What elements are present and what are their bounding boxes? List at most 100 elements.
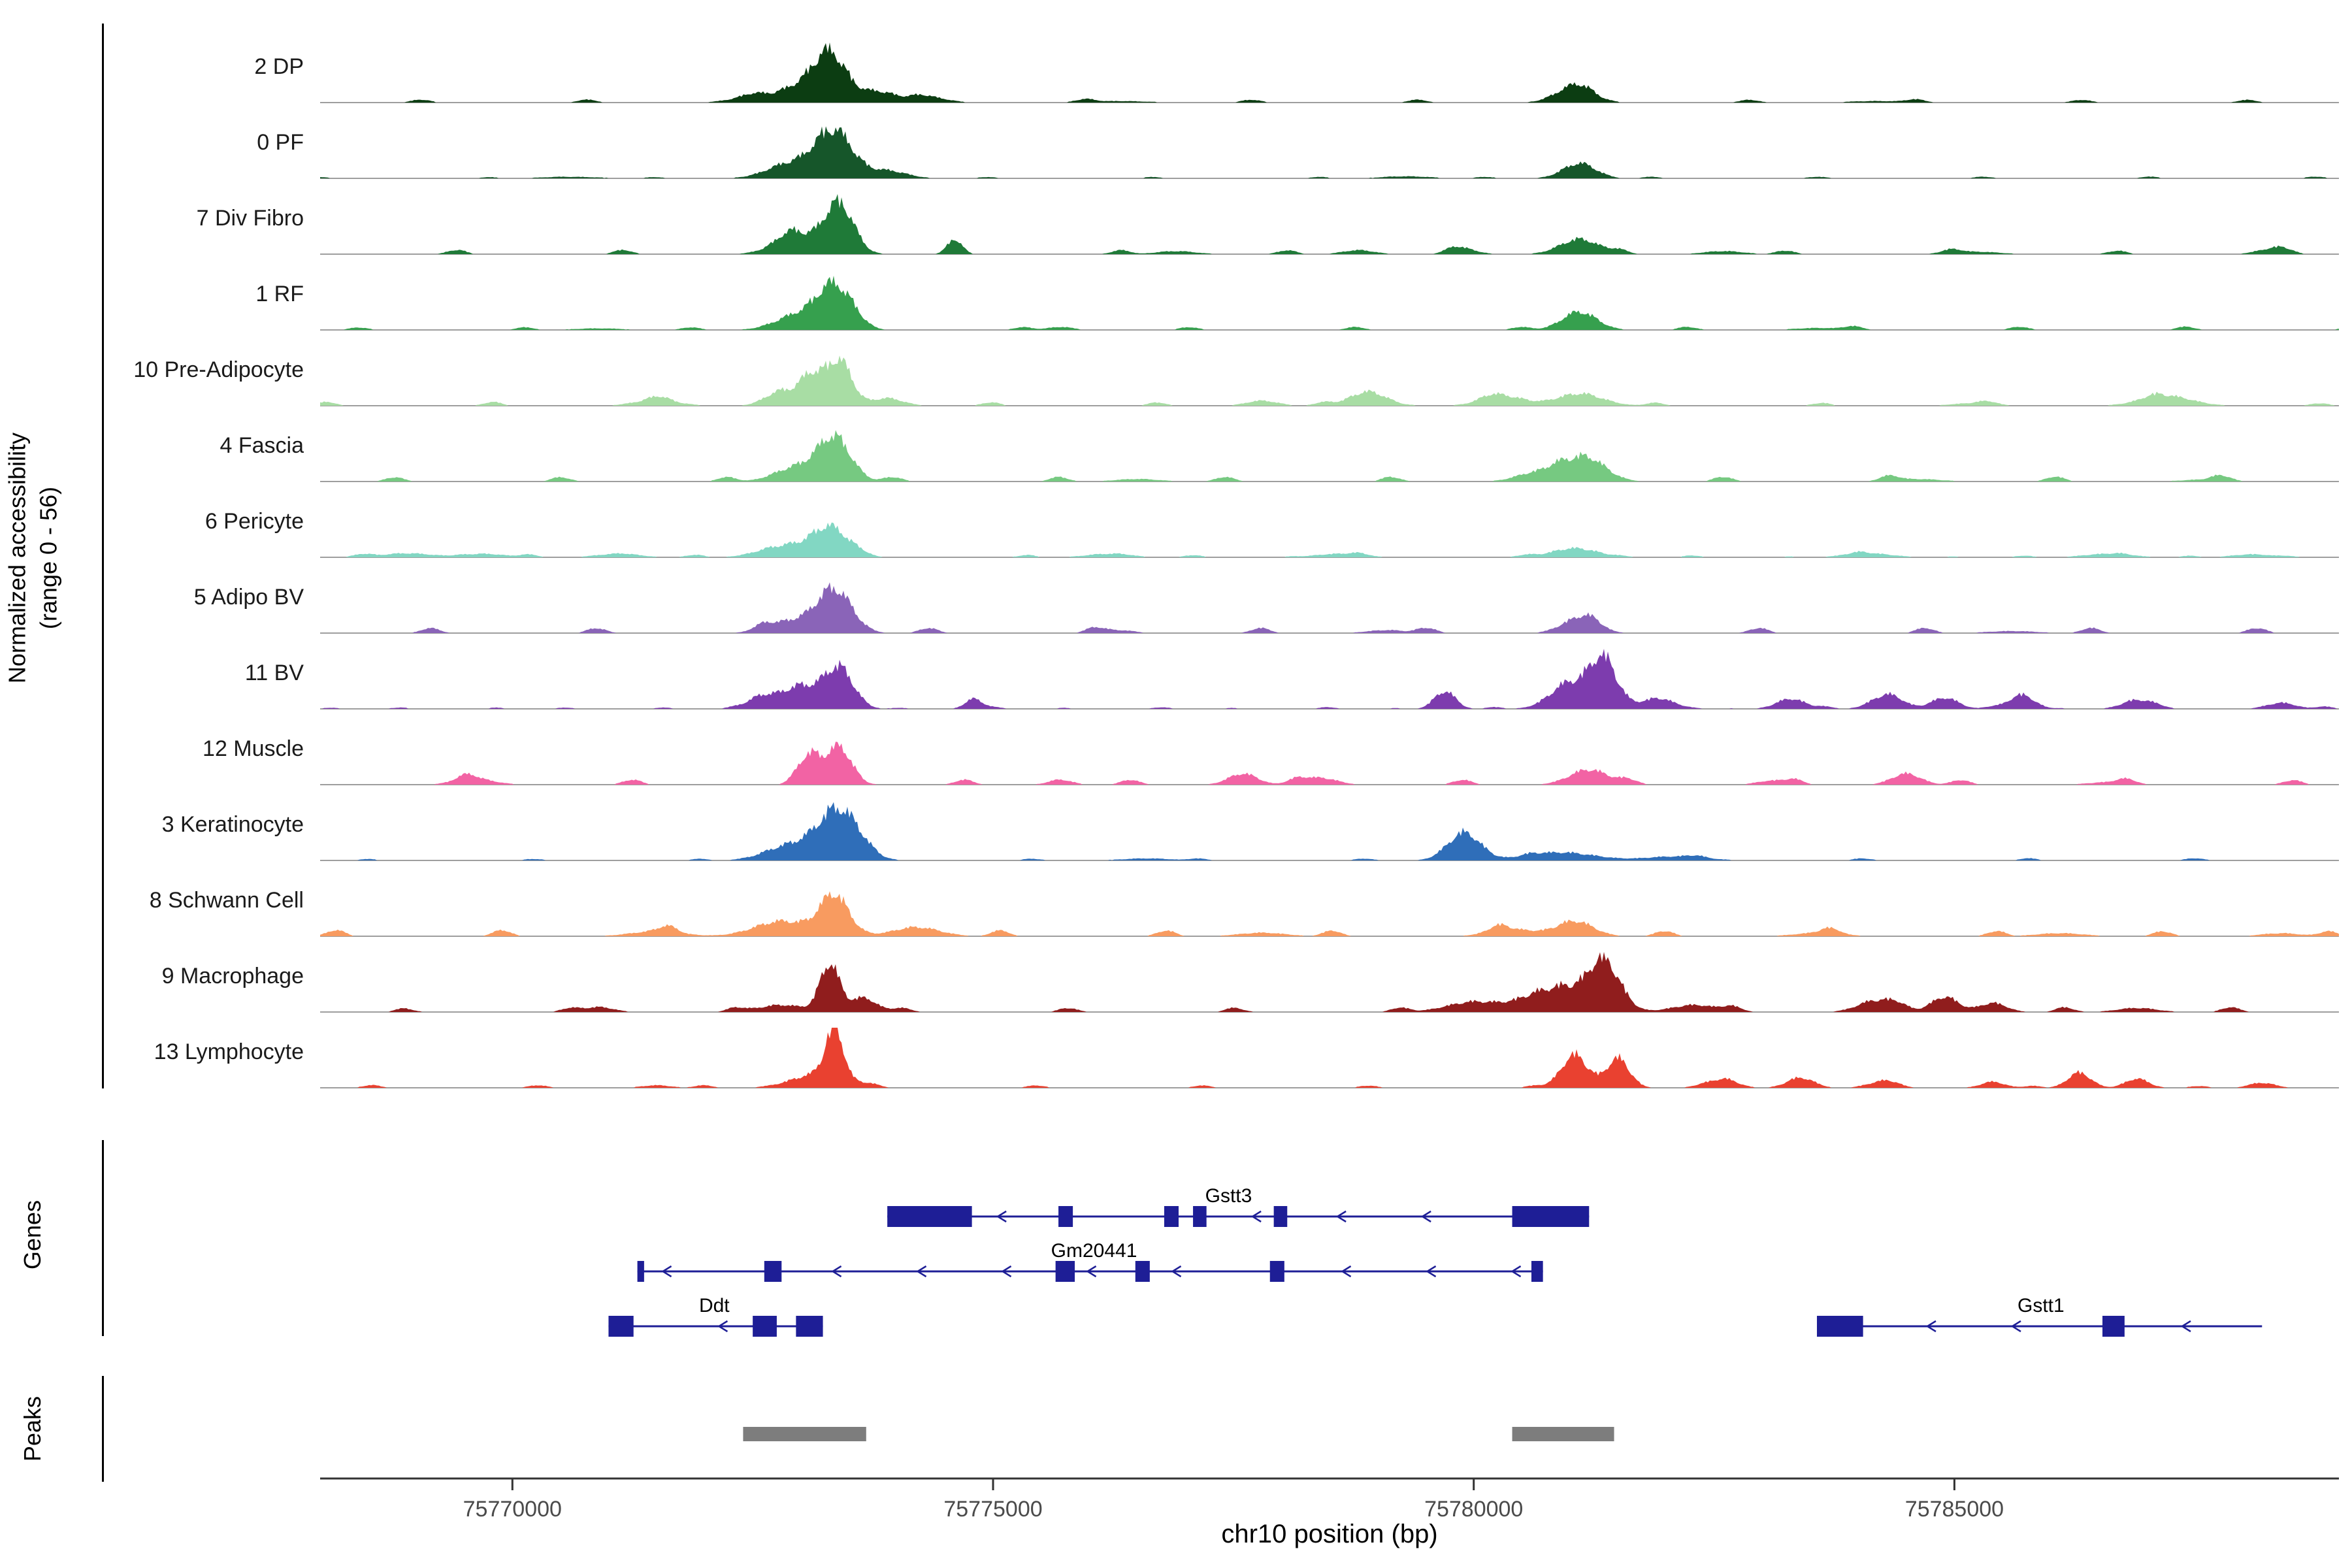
track-label: 11 BV xyxy=(244,661,304,685)
gene-exon xyxy=(1817,1316,1863,1337)
track-label: 0 PF xyxy=(257,130,304,155)
track-row: 13 Lymphocyte xyxy=(0,1013,2352,1088)
x-axis-tick-label: 75785000 xyxy=(1905,1497,2004,1522)
track-row: 0 PF xyxy=(0,103,2352,179)
track-signal xyxy=(320,355,2339,406)
x-axis-title: chr10 position (bp) xyxy=(1221,1520,1438,1548)
track-signal xyxy=(320,522,2339,558)
coverage-signal-path xyxy=(320,1028,2339,1088)
gene-exon xyxy=(796,1316,823,1337)
coverage-signal-path xyxy=(320,355,2339,406)
gene-strand-arrow-icon xyxy=(916,1265,927,1278)
track-signal xyxy=(320,276,2339,331)
track-row: 4 Fascia xyxy=(0,406,2352,482)
gene-strand-arrow-icon xyxy=(1001,1265,1012,1278)
gene-exon xyxy=(1164,1206,1179,1227)
track-row: 5 Adipo BV xyxy=(0,558,2352,634)
genes-track: Gstt3 Gm20441 Ddt Gstt1 xyxy=(608,1185,2262,1337)
track-signal xyxy=(320,802,2339,861)
gene-exon xyxy=(1058,1206,1073,1227)
track-signal xyxy=(320,649,2339,710)
gene-strand-arrow-icon xyxy=(1925,1320,1936,1333)
gene-exon xyxy=(1531,1261,1543,1282)
track-label: 12 Muscle xyxy=(203,736,304,761)
track-label: 9 Macrophage xyxy=(161,964,304,988)
track-row: 11 BV xyxy=(0,634,2352,710)
coverage-signal-path xyxy=(320,126,2339,178)
gene-exon xyxy=(887,1206,972,1227)
gene-strand-arrow-icon xyxy=(1171,1265,1182,1278)
gene-strand-arrow-icon xyxy=(717,1320,728,1333)
track-row: 8 Schwann Cell xyxy=(0,861,2352,937)
track-label: 8 Schwann Cell xyxy=(149,888,304,913)
coverage-signal-path xyxy=(320,276,2339,330)
peaks-section-label: Peaks xyxy=(19,1396,46,1462)
track-signal xyxy=(320,1028,2339,1088)
track-label: 13 Lymphocyte xyxy=(154,1039,304,1064)
peak-region xyxy=(1512,1427,1614,1441)
gene-exon xyxy=(1135,1261,1150,1282)
track-label: 4 Fascia xyxy=(220,433,304,458)
coverage-signal-path xyxy=(320,649,2339,709)
track-row: 6 Pericyte xyxy=(0,482,2352,558)
coverage-signal-path xyxy=(320,582,2339,633)
gene-exon xyxy=(1269,1261,1284,1282)
track-signal xyxy=(320,194,2339,255)
coverage-signal-path xyxy=(320,42,2339,103)
x-axis-tick-label: 75775000 xyxy=(943,1497,1042,1522)
track-label: 6 Pericyte xyxy=(204,509,304,534)
gene-strand-arrow-icon xyxy=(1250,1210,1262,1223)
gene-exon xyxy=(637,1261,644,1282)
genes-axis-line xyxy=(102,1140,104,1336)
coverage-signal-path xyxy=(320,522,2339,557)
track-row: 3 Keratinocyte xyxy=(0,785,2352,861)
tracks-axis-line xyxy=(102,24,104,1088)
track-label: 3 Keratinocyte xyxy=(161,812,304,837)
track-row: 9 Macrophage xyxy=(0,937,2352,1013)
track-label: 7 Div Fibro xyxy=(196,206,304,231)
gene-strand-arrow-icon xyxy=(1420,1210,1431,1223)
coverage-signal-path xyxy=(320,742,2339,785)
gene-strand-arrow-icon xyxy=(1426,1265,1437,1278)
gene-exon xyxy=(2102,1316,2125,1337)
track-signal xyxy=(320,126,2339,179)
gene-strand-arrow-icon xyxy=(2180,1320,2191,1333)
track-signal xyxy=(320,952,2339,1013)
gene-strand-arrow-icon xyxy=(996,1210,1007,1223)
x-axis-tick-label: 75770000 xyxy=(463,1497,562,1522)
gene-exon xyxy=(753,1316,777,1337)
x-axis: 75770000 75775000 75780000 75785000 xyxy=(320,1477,2339,1522)
track-signal xyxy=(320,42,2339,103)
peaks-axis-line xyxy=(102,1376,104,1482)
track-signal xyxy=(320,430,2339,482)
gene-exon xyxy=(1055,1261,1075,1282)
track-signal xyxy=(320,742,2339,785)
peaks-track xyxy=(743,1427,1614,1441)
gene-exon xyxy=(608,1316,634,1337)
gene-exon xyxy=(1193,1206,1207,1227)
peak-region xyxy=(743,1427,866,1441)
track-label: 2 DP xyxy=(254,54,304,79)
track-row: 10 Pre-Adipocyte xyxy=(0,331,2352,406)
gene-strand-arrow-icon xyxy=(1341,1265,1352,1278)
track-row: 12 Muscle xyxy=(0,710,2352,785)
gene-label: Gm20441 xyxy=(1051,1240,1137,1262)
gene-strand-arrow-icon xyxy=(831,1265,842,1278)
coverage-signal-path xyxy=(320,802,2339,860)
gene-label: Ddt xyxy=(699,1295,730,1316)
track-signal xyxy=(320,582,2339,634)
gene-label: Gstt3 xyxy=(1205,1185,1252,1207)
gene-strand-arrow-icon xyxy=(1335,1210,1347,1223)
x-axis-tick-label: 75780000 xyxy=(1424,1497,1523,1522)
gene-label: Gstt1 xyxy=(2017,1295,2065,1316)
track-row: 7 Div Fibro xyxy=(0,179,2352,255)
gene-strand-arrow-icon xyxy=(2010,1320,2021,1333)
track-signal xyxy=(320,891,2339,937)
gene-exon xyxy=(1512,1206,1590,1227)
gene-exon xyxy=(1273,1206,1288,1227)
gene-strand-arrow-icon xyxy=(1511,1265,1522,1278)
coverage-signal-path xyxy=(320,952,2339,1012)
track-row: 1 RF xyxy=(0,255,2352,331)
gene-strand-arrow-icon xyxy=(1086,1265,1097,1278)
